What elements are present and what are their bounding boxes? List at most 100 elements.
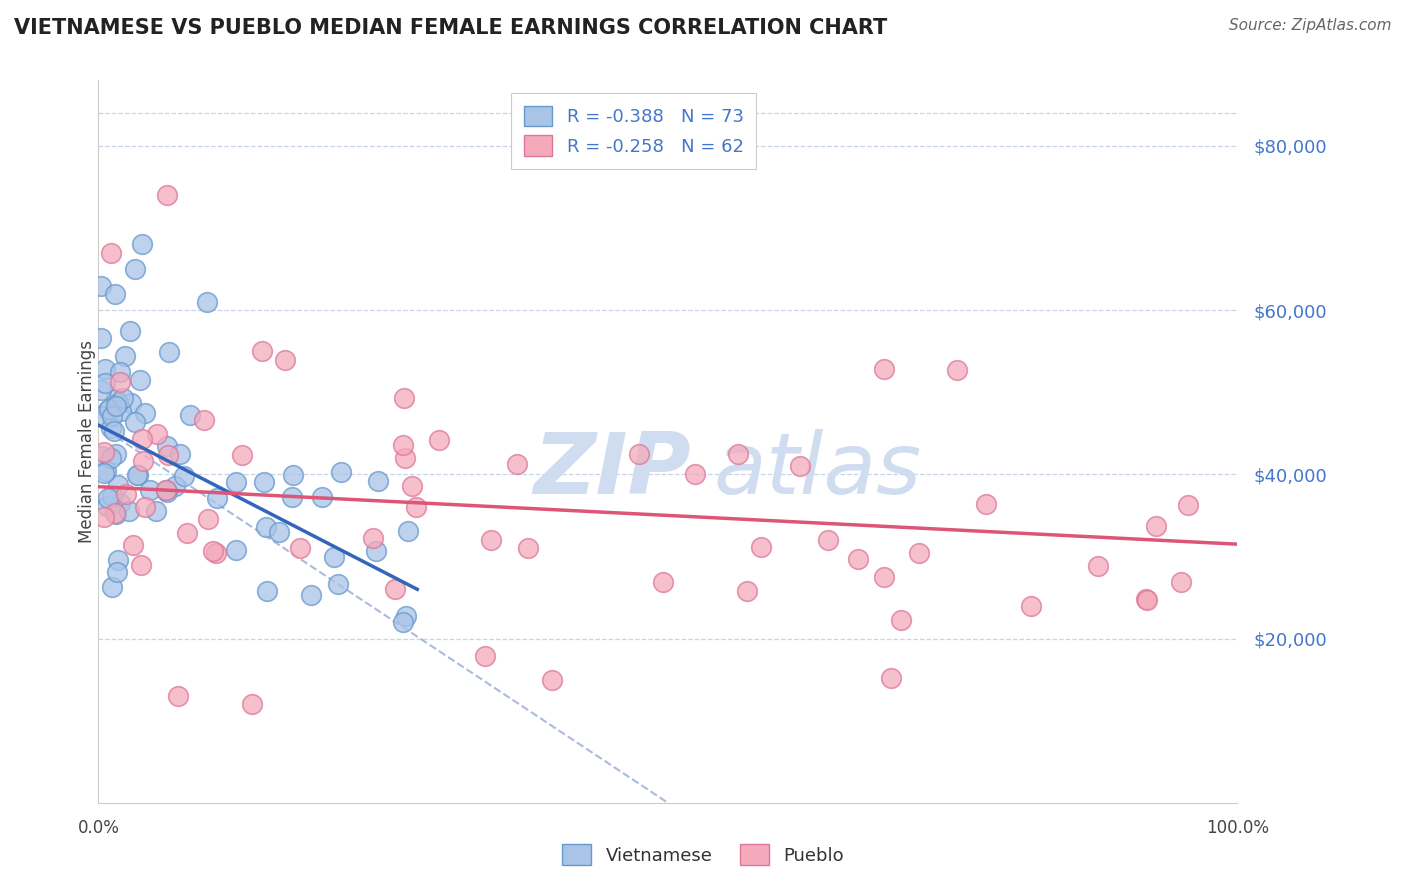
Point — [252, 343, 274, 358]
Point — [90, 449, 112, 463]
Point — [108, 376, 131, 390]
Text: atlas: atlas — [713, 429, 921, 512]
Point — [384, 582, 406, 596]
Point — [205, 546, 228, 560]
Y-axis label: Median Female Earnings: Median Female Earnings — [79, 340, 96, 543]
Point — [155, 483, 177, 498]
Point — [134, 500, 156, 515]
Point — [256, 583, 278, 598]
Point — [846, 552, 869, 566]
Point — [90, 278, 112, 293]
Point — [394, 451, 416, 466]
Point — [105, 507, 128, 521]
Point — [104, 447, 127, 461]
Point — [100, 451, 122, 466]
Point — [225, 475, 247, 490]
Point — [364, 544, 387, 558]
Point — [97, 491, 120, 505]
Point — [145, 427, 167, 442]
Point — [391, 438, 413, 452]
Point — [479, 533, 502, 547]
Point — [946, 363, 969, 377]
Point — [401, 479, 423, 493]
Point — [118, 504, 141, 518]
Point — [817, 533, 839, 547]
Point — [107, 395, 129, 409]
Point — [132, 454, 155, 468]
Point — [156, 188, 179, 202]
Point — [131, 237, 153, 252]
Point — [627, 447, 650, 461]
Point — [120, 396, 142, 410]
Text: Source: ZipAtlas.com: Source: ZipAtlas.com — [1229, 18, 1392, 33]
Point — [267, 524, 290, 539]
Point — [427, 434, 450, 448]
Point — [100, 421, 122, 435]
Point — [169, 447, 191, 461]
Point — [115, 487, 138, 501]
Point — [107, 553, 129, 567]
Point — [879, 672, 901, 686]
Point — [93, 510, 115, 524]
Point — [118, 324, 141, 338]
Point — [225, 542, 247, 557]
Point — [290, 541, 312, 556]
Point — [505, 457, 527, 471]
Point — [890, 613, 912, 627]
Point — [392, 392, 415, 406]
Point — [105, 566, 128, 580]
Point — [94, 361, 117, 376]
Point — [103, 424, 125, 438]
Point — [111, 391, 134, 405]
Point — [90, 331, 112, 345]
Point — [127, 467, 149, 482]
Point — [1135, 591, 1157, 606]
Point — [98, 401, 121, 416]
Point — [396, 524, 419, 539]
Point — [121, 538, 143, 552]
Point — [100, 245, 122, 260]
Point — [91, 409, 114, 423]
Point — [201, 543, 224, 558]
Point — [129, 558, 152, 573]
Point — [240, 698, 263, 712]
Point — [683, 467, 706, 481]
Point — [323, 549, 346, 564]
Point — [156, 448, 179, 462]
Legend: R = -0.388   N = 73, R = -0.258   N = 62: R = -0.388 N = 73, R = -0.258 N = 62 — [510, 93, 756, 169]
Point — [176, 525, 198, 540]
Text: VIETNAMESE VS PUEBLO MEDIAN FEMALE EARNINGS CORRELATION CHART: VIETNAMESE VS PUEBLO MEDIAN FEMALE EARNI… — [14, 18, 887, 37]
Point — [114, 349, 136, 363]
Point — [281, 468, 304, 483]
Point — [93, 466, 115, 480]
Point — [100, 489, 122, 503]
Point — [727, 447, 749, 461]
Point — [104, 392, 127, 406]
Point — [395, 608, 418, 623]
Point — [163, 479, 186, 493]
Point — [110, 496, 132, 510]
Point — [108, 365, 131, 379]
Point — [100, 409, 122, 423]
Point — [107, 477, 129, 491]
Point — [540, 673, 562, 688]
Point — [156, 484, 179, 499]
Point — [139, 483, 162, 498]
Point — [145, 504, 167, 518]
Point — [1087, 559, 1109, 574]
Point — [101, 580, 124, 594]
Point — [872, 362, 894, 376]
Point — [1136, 592, 1159, 607]
Point — [173, 468, 195, 483]
Point — [281, 491, 304, 505]
Point — [104, 400, 127, 414]
Point — [97, 402, 120, 417]
Point — [156, 439, 179, 453]
Point — [1144, 518, 1167, 533]
Point — [231, 448, 253, 462]
Point — [197, 511, 219, 525]
Point — [253, 475, 276, 490]
Point — [94, 376, 117, 390]
Point — [94, 464, 117, 478]
Point — [125, 468, 148, 483]
